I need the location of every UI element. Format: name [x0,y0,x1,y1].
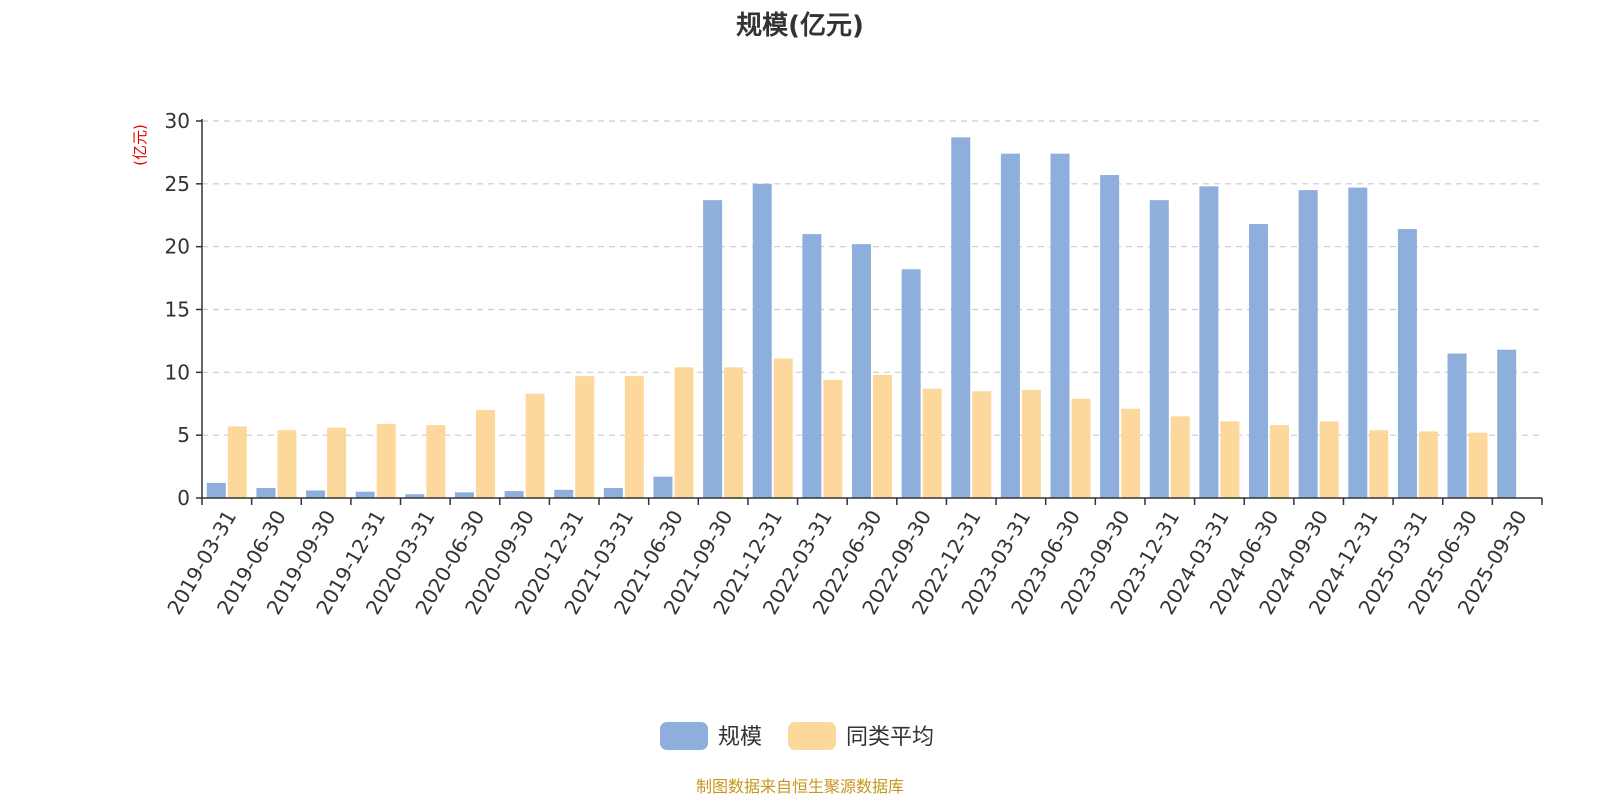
bar-peer-average-2024-03-31 [1220,421,1240,498]
bar-scale-2022-03-31 [802,234,822,498]
bar-scale-2024-09-30 [1298,190,1318,498]
bar-scale-2022-12-31 [951,137,971,498]
bar-scale-2019-03-31 [206,482,226,498]
bar-peer-average-2021-09-30 [724,367,744,498]
bar-peer-average-2020-06-30 [475,410,495,498]
bar-scale-2023-12-31 [1149,200,1169,499]
bar-scale-2019-09-30 [306,490,326,498]
bar-scale-2024-06-30 [1249,224,1269,498]
bar-scale-2021-03-31 [603,487,623,498]
bar-peer-average-2024-06-30 [1270,425,1290,498]
legend: 规模 同类平均 [660,722,934,750]
bar-peer-average-2022-06-30 [873,374,892,498]
bar-scale-2022-09-30 [901,269,921,498]
bar-peer-average-2025-06-30 [1468,432,1488,498]
y-tick-label: 15 [165,298,190,322]
gridlines [202,120,1542,436]
axes [201,119,1542,499]
bar-peer-average-2019-12-31 [376,423,396,498]
bar-peer-average-2019-03-31 [227,426,247,498]
bar-scale-2021-06-30 [653,476,673,498]
y-tick-label: 25 [165,172,190,196]
bar-scale-2024-03-31 [1199,186,1219,498]
bar-peer-average-2022-03-31 [823,379,843,498]
bar-peer-average-2023-06-30 [1071,398,1091,498]
bar-scale-2023-03-31 [1000,153,1020,498]
bar-peer-average-2020-09-30 [525,393,545,498]
data-source-note: 制图数据来自恒生聚源数据库 [696,777,904,796]
bar-scale-2024-12-31 [1348,187,1368,498]
bar-peer-average-2022-12-31 [972,391,992,498]
bar-scale-2019-06-30 [256,487,276,498]
bar-peer-average-2019-09-30 [327,427,347,498]
bar-scale-2020-09-30 [504,491,524,498]
bar-peer-average-2024-12-31 [1369,430,1389,498]
legend-swatch-peer-average [788,722,836,750]
bar-scale-2022-06-30 [852,244,871,498]
bar-scale-2025-06-30 [1447,353,1467,498]
legend-label-scale: 规模 [718,725,762,750]
bar-scale-2025-03-31 [1397,229,1417,498]
y-axis-ticks: 0 5 10 15 20 25 30 [165,109,202,510]
bar-series [206,137,1517,499]
bar-peer-average-2021-03-31 [624,376,644,498]
y-tick-label: 5 [177,423,190,447]
y-tick-label: 10 [165,360,190,384]
bar-scale-2023-06-30 [1050,153,1070,498]
bar-peer-average-2020-12-31 [575,376,595,498]
bar-peer-average-2025-03-31 [1418,431,1438,498]
x-axis-ticks: 2019-03-312019-06-302019-09-302019-12-31… [162,498,1543,619]
legend-swatch-scale [660,722,708,750]
bar-peer-average-2019-06-30 [277,430,297,498]
bar-peer-average-2024-09-30 [1319,421,1339,498]
bar-scale-2021-12-31 [752,183,772,499]
bar-peer-average-2020-03-31 [426,425,446,498]
bar-scale-2025-09-30 [1497,349,1517,498]
y-tick-label: 0 [177,486,190,510]
bar-peer-average-2021-12-31 [773,358,793,498]
bar-scale-2021-09-30 [703,200,723,499]
bar-scale-2023-09-30 [1100,175,1120,498]
y-tick-label: 20 [165,235,190,259]
bar-scale-2019-12-31 [355,491,375,498]
bar-peer-average-2023-03-31 [1021,389,1041,498]
bar-scale-2020-06-30 [454,492,474,498]
bar-peer-average-2021-06-30 [674,367,694,498]
bar-scale-2020-12-31 [554,489,574,498]
bar-scale-2020-03-31 [405,494,425,498]
bar-peer-average-2023-09-30 [1121,408,1141,498]
chart-title: 规模(亿元) [736,11,864,41]
bar-peer-average-2022-09-30 [922,388,942,498]
legend-label-peer-average: 同类平均 [846,725,934,750]
y-tick-label: 30 [165,109,190,133]
y-axis-unit-label: (亿元) [131,124,149,166]
bar-peer-average-2023-12-31 [1170,416,1190,498]
